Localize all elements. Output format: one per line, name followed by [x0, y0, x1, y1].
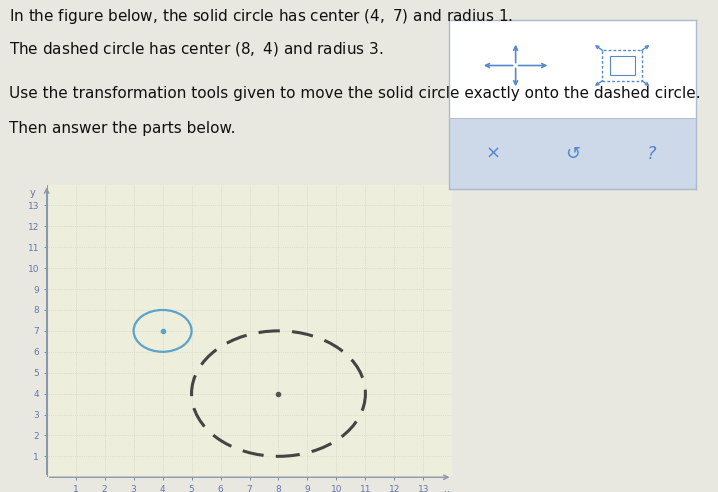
Text: In the figure below, the solid circle has center $(4,\ 7)$ and radius 1.: In the figure below, the solid circle ha… [9, 7, 513, 27]
Bar [602, 50, 642, 81]
Text: The dashed circle has center $(8,\ 4)$ and radius 3.: The dashed circle has center $(8,\ 4)$ a… [9, 40, 383, 59]
Bar [610, 56, 635, 75]
Text: y: y [29, 188, 35, 198]
Text: ×: × [486, 145, 501, 163]
Bar [449, 118, 696, 189]
Bar [449, 20, 696, 118]
Text: ?: ? [647, 145, 657, 163]
Text: x: x [444, 489, 449, 492]
Text: Then answer the parts below.: Then answer the parts below. [9, 121, 235, 135]
Text: ↺: ↺ [565, 145, 580, 163]
Text: Use the transformation tools given to move the solid circle exactly onto the das: Use the transformation tools given to mo… [9, 86, 700, 101]
